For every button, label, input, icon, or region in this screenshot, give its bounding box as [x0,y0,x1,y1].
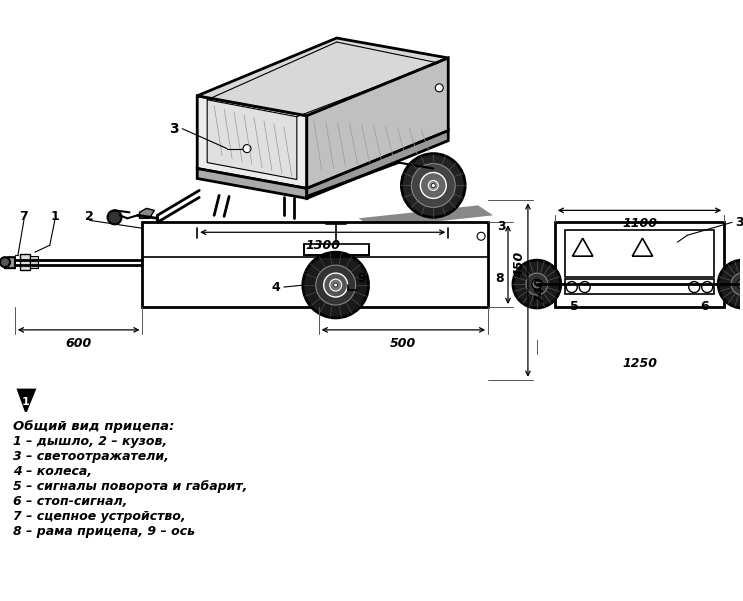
Text: 2: 2 [85,210,94,223]
Circle shape [718,260,743,308]
Circle shape [689,282,700,293]
Circle shape [243,145,251,153]
Text: 9: 9 [357,272,366,285]
Polygon shape [307,130,448,198]
Circle shape [108,210,122,224]
Text: 1300: 1300 [305,239,340,252]
Circle shape [513,260,561,308]
Text: 1100: 1100 [622,218,657,230]
Circle shape [330,279,342,291]
Circle shape [0,257,10,267]
Text: 6 – стоп-сигнал,: 6 – стоп-сигнал, [13,495,127,508]
Text: 3: 3 [169,121,179,136]
Text: 6: 6 [700,300,709,314]
Text: 3: 3 [735,216,743,229]
Circle shape [566,282,577,293]
Circle shape [324,273,348,297]
Circle shape [303,252,369,318]
Text: 450: 450 [513,251,526,278]
Polygon shape [143,222,488,307]
Text: 8 – рама прицепа, 9 – ось: 8 – рама прицепа, 9 – ось [13,525,195,538]
Text: 8: 8 [496,272,504,285]
Polygon shape [555,222,724,307]
Text: 1250: 1250 [622,357,657,370]
Text: 7 – сцепное устройство,: 7 – сцепное устройство, [13,510,186,523]
Polygon shape [197,96,307,189]
Text: 1: 1 [51,210,59,223]
Polygon shape [359,206,493,228]
Polygon shape [197,38,448,116]
Polygon shape [140,209,155,218]
Circle shape [431,183,435,188]
Polygon shape [20,254,30,270]
Circle shape [412,163,455,207]
Circle shape [701,282,713,293]
Circle shape [428,180,438,191]
Circle shape [737,279,743,289]
Circle shape [435,84,444,92]
Text: 5 – сигналы поворота и габарит,: 5 – сигналы поворота и габарит, [13,480,247,493]
Circle shape [316,265,356,305]
Circle shape [401,154,465,218]
Text: 5: 5 [571,300,579,314]
Text: 500: 500 [390,337,417,350]
Polygon shape [207,100,297,180]
Circle shape [477,232,485,240]
Text: Общий вид прицепа:: Общий вид прицепа: [13,419,175,433]
Text: 1 – дышло, 2 – кузов,: 1 – дышло, 2 – кузов, [13,436,167,448]
Polygon shape [18,389,35,412]
Text: 600: 600 [65,337,92,350]
Polygon shape [197,168,307,198]
Text: 4: 4 [271,281,280,293]
Text: 3: 3 [497,220,505,233]
Circle shape [334,283,337,287]
Polygon shape [30,256,38,268]
Polygon shape [307,58,448,189]
Circle shape [532,279,542,289]
Polygon shape [5,257,15,268]
Circle shape [580,282,590,293]
Circle shape [421,172,447,198]
Text: 7: 7 [19,210,28,223]
Text: 4 – колеса,: 4 – колеса, [13,465,92,478]
Polygon shape [304,244,369,255]
Text: 3 – светоотражатели,: 3 – светоотражатели, [13,450,169,463]
Circle shape [731,273,743,295]
Polygon shape [565,279,714,294]
Text: 740: 740 [533,277,546,303]
Circle shape [526,273,548,295]
Text: 1: 1 [22,397,30,407]
